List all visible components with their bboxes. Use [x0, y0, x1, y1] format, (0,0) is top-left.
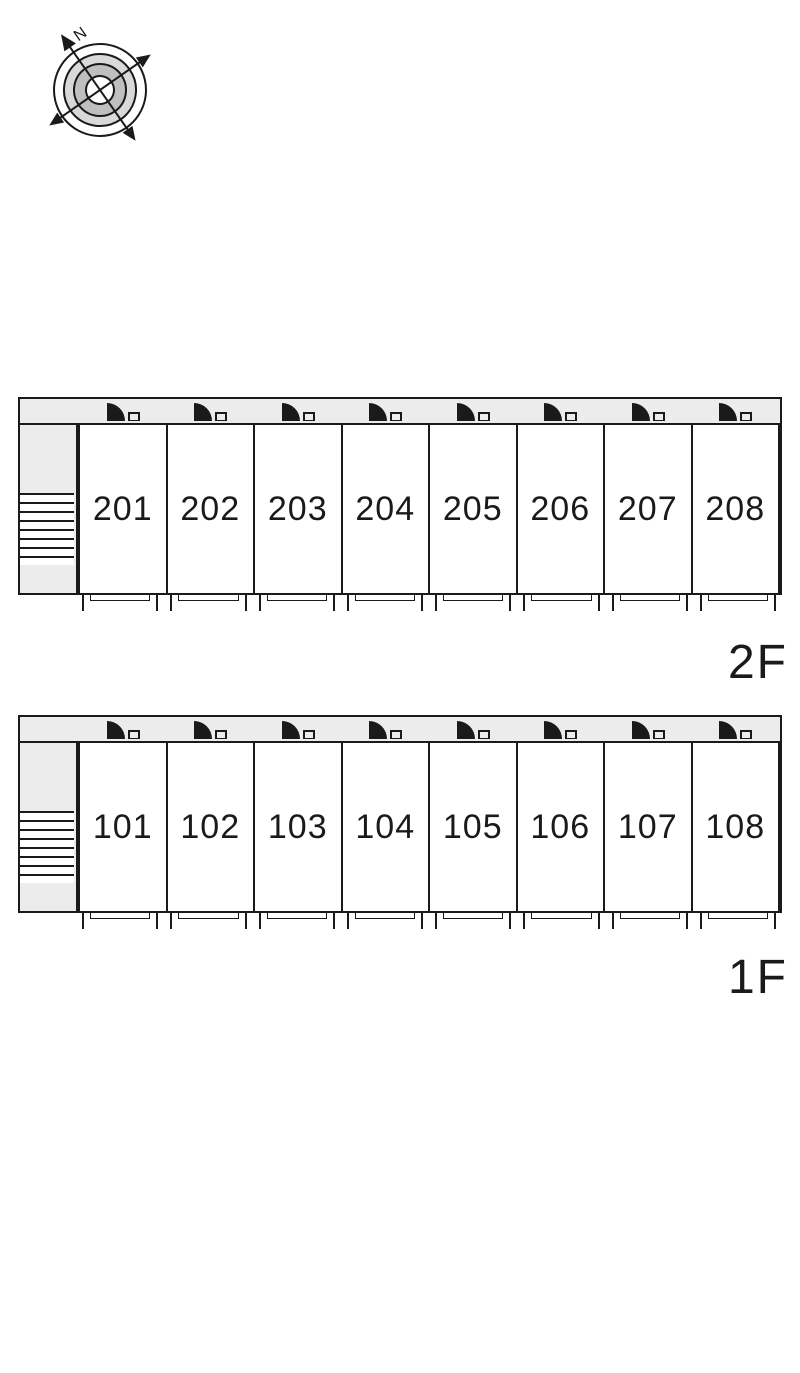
unit-107: 107 [604, 741, 692, 913]
unit-203: 203 [254, 423, 342, 595]
unit-label: 101 [93, 808, 153, 847]
unit-label: 203 [268, 490, 328, 529]
unit-105: 105 [429, 741, 517, 913]
unit-label: 208 [705, 490, 765, 529]
unit-label: 201 [93, 490, 153, 529]
unit-205: 205 [429, 423, 517, 595]
unit-label: 206 [530, 490, 590, 529]
units-row-1f: 101 102 103 104 105 106 [76, 741, 782, 913]
unit-202: 202 [167, 423, 255, 595]
units-row-2f: 201 202 203 204 205 206 [76, 423, 782, 595]
floor-label-2f: 2F [728, 635, 788, 690]
unit-208: 208 [692, 423, 783, 595]
compass-north-label: N [71, 24, 90, 45]
unit-label: 202 [180, 490, 240, 529]
unit-label: 205 [443, 490, 503, 529]
compass-icon: N [30, 20, 170, 160]
balcony-row-1f [76, 913, 782, 935]
unit-206: 206 [517, 423, 605, 595]
unit-102: 102 [167, 741, 255, 913]
corridor-2f [18, 397, 782, 425]
balcony-row-2f [76, 595, 782, 617]
unit-label: 106 [530, 808, 590, 847]
unit-101: 101 [76, 741, 167, 913]
unit-label: 105 [443, 808, 503, 847]
unit-106: 106 [517, 741, 605, 913]
unit-label: 102 [180, 808, 240, 847]
stairwell-2f [18, 425, 76, 595]
unit-207: 207 [604, 423, 692, 595]
unit-label: 103 [268, 808, 328, 847]
unit-104: 104 [342, 741, 430, 913]
stairwell-1f [18, 743, 76, 913]
unit-label: 104 [355, 808, 415, 847]
unit-103: 103 [254, 741, 342, 913]
unit-label: 108 [705, 808, 765, 847]
unit-204: 204 [342, 423, 430, 595]
unit-201: 201 [76, 423, 167, 595]
unit-label: 204 [355, 490, 415, 529]
floor-label-1f: 1F [728, 950, 788, 1005]
floorplan-canvas: N 201 202 203 204 [0, 0, 800, 1373]
stairs-icon [20, 493, 74, 563]
unit-label: 207 [618, 490, 678, 529]
unit-108: 108 [692, 741, 783, 913]
unit-label: 107 [618, 808, 678, 847]
stairs-icon [20, 811, 74, 881]
corridor-1f [18, 715, 782, 743]
